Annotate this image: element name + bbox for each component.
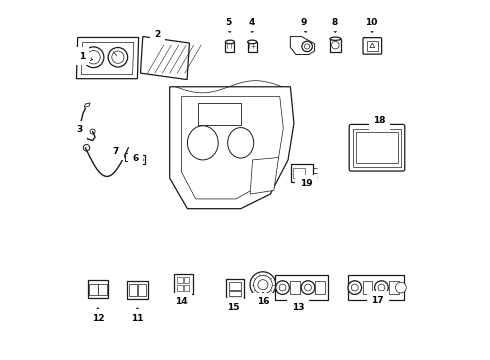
Bar [330,39,341,51]
Circle shape [142,159,144,161]
Circle shape [254,275,272,294]
Polygon shape [181,96,283,199]
Text: 4: 4 [249,18,255,32]
Ellipse shape [188,126,218,160]
Polygon shape [170,87,294,209]
Bar [363,282,372,294]
Bar [291,282,300,294]
Bar [275,275,328,300]
Bar [229,282,241,290]
Bar [88,280,108,298]
Circle shape [305,284,312,291]
Text: 14: 14 [175,296,188,306]
Bar [348,275,404,300]
Bar [198,103,241,125]
Text: 13: 13 [292,302,304,312]
Bar [129,284,137,296]
Bar [127,281,148,300]
Text: 18: 18 [373,116,386,127]
Text: 11: 11 [131,308,144,323]
Text: 2: 2 [154,30,160,41]
Circle shape [83,47,104,68]
Circle shape [138,159,140,161]
Text: 15: 15 [227,302,240,312]
Circle shape [83,144,90,151]
Polygon shape [81,42,134,75]
Circle shape [250,272,276,298]
Circle shape [108,48,128,67]
Bar [247,42,257,52]
Text: 10: 10 [365,18,377,32]
Circle shape [90,129,95,134]
Polygon shape [291,37,315,54]
Bar [229,291,241,296]
Ellipse shape [225,40,234,44]
FancyBboxPatch shape [349,125,405,171]
Text: 6: 6 [132,154,139,163]
Bar [184,278,190,283]
Text: 19: 19 [300,179,312,188]
Bar [291,164,314,182]
Circle shape [258,280,268,290]
Circle shape [378,284,385,291]
Text: 17: 17 [371,294,384,305]
Circle shape [279,284,286,291]
Bar [294,168,305,178]
Circle shape [351,284,358,291]
Circle shape [276,281,290,294]
Bar [177,278,183,283]
Text: 8: 8 [332,18,338,32]
Bar [89,284,98,295]
Circle shape [112,51,124,63]
Bar [315,282,324,294]
Circle shape [87,50,100,64]
Text: 16: 16 [257,292,269,306]
Text: 9: 9 [301,18,307,32]
Bar [356,132,398,163]
Bar [389,282,398,294]
Ellipse shape [228,127,254,158]
Circle shape [301,281,315,294]
Ellipse shape [330,37,341,40]
Polygon shape [76,37,139,79]
Bar [98,284,107,295]
Polygon shape [84,103,90,107]
Text: 3: 3 [76,125,87,134]
Bar [225,42,234,52]
Polygon shape [141,37,190,80]
Circle shape [302,41,312,51]
Bar [353,129,401,167]
Polygon shape [370,43,375,48]
Ellipse shape [247,40,257,44]
Bar [177,285,183,291]
Bar [184,285,190,291]
Text: 12: 12 [92,308,104,323]
Bar [137,156,146,165]
FancyBboxPatch shape [363,38,382,54]
Bar [138,284,146,296]
Circle shape [332,41,339,49]
Text: 7: 7 [113,147,119,156]
Circle shape [395,282,406,293]
Bar [367,41,378,50]
Text: 1: 1 [79,52,92,61]
Bar [124,153,132,161]
Circle shape [375,281,388,294]
Bar [174,274,193,294]
Bar [226,279,244,298]
Text: 5: 5 [226,18,232,32]
Circle shape [304,44,310,49]
Polygon shape [250,157,279,194]
Circle shape [348,281,362,294]
